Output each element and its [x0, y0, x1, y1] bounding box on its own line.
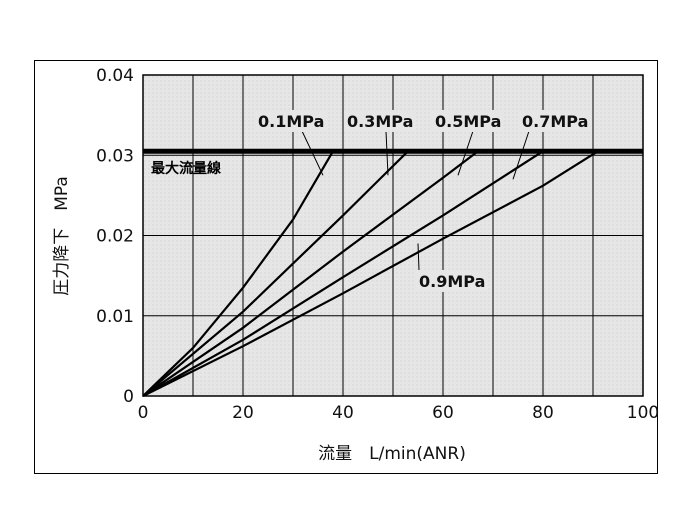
y-tick-label: 0.04	[96, 66, 134, 86]
x-tick-label: 0	[138, 403, 149, 423]
y-tick-label: 0	[123, 387, 134, 407]
series-line-0-3mpa	[142, 150, 409, 397]
series-label: 0.3MPa	[347, 112, 413, 131]
x-axis-label: 流量 L/min(ANR)	[318, 444, 466, 464]
series-leader-line	[301, 130, 324, 176]
series-label: 0.9MPa	[419, 272, 485, 291]
series-label-bg	[432, 110, 504, 132]
y-tick-label: 0.03	[96, 146, 134, 166]
x-tick-label: 20	[232, 403, 254, 423]
x-tick-label: 40	[332, 403, 354, 423]
series-line-0-1mpa	[142, 150, 334, 397]
series-line-0-9mpa	[142, 150, 599, 397]
series-label-bg	[416, 270, 488, 292]
series-leader-line	[385, 130, 389, 176]
x-tick-label: 80	[532, 403, 554, 423]
series-line-0-5mpa	[142, 150, 479, 397]
series-leader-line	[512, 130, 530, 180]
series-label: 0.1MPa	[258, 112, 324, 131]
series-leader-line	[457, 130, 474, 176]
y-tick-label: 0.02	[96, 227, 134, 247]
x-tick-label: 100	[627, 403, 659, 423]
max-flow-line-label: 最大流量線	[151, 160, 221, 177]
series-label: 0.7MPa	[522, 112, 588, 131]
x-tick-label: 60	[432, 403, 454, 423]
series-label-bg	[255, 110, 327, 132]
series-label-bg	[519, 110, 591, 132]
series-line-0-7mpa	[142, 150, 544, 397]
series-leader-line	[417, 243, 420, 271]
series-label-bg	[344, 110, 416, 132]
y-tick-label: 0.01	[96, 307, 134, 327]
y-axis-label: 圧力降下 MPa	[52, 176, 72, 296]
series-label: 0.5MPa	[435, 112, 501, 131]
